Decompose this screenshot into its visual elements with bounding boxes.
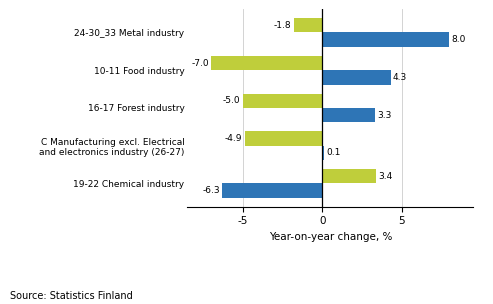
Text: -7.0: -7.0 bbox=[191, 58, 209, 67]
Bar bbox=[222, 183, 322, 198]
Bar bbox=[322, 33, 450, 47]
Text: 0.1: 0.1 bbox=[326, 148, 341, 157]
Text: -6.3: -6.3 bbox=[202, 186, 220, 195]
Bar bbox=[322, 146, 324, 160]
Bar bbox=[322, 169, 376, 183]
Text: 4.3: 4.3 bbox=[393, 73, 407, 82]
Text: -5.0: -5.0 bbox=[223, 96, 241, 105]
Bar bbox=[294, 18, 322, 33]
Bar bbox=[243, 94, 322, 108]
Bar bbox=[245, 131, 322, 146]
Bar bbox=[322, 70, 390, 85]
Text: Source: Statistics Finland: Source: Statistics Finland bbox=[10, 291, 133, 301]
Text: -1.8: -1.8 bbox=[274, 21, 291, 30]
Text: 8.0: 8.0 bbox=[452, 35, 466, 44]
Text: 3.3: 3.3 bbox=[377, 111, 391, 119]
X-axis label: Year-on-year change, %: Year-on-year change, % bbox=[269, 232, 392, 242]
Legend: 03/2021-05/2021, 03/2020-05/2020: 03/2021-05/2021, 03/2020-05/2020 bbox=[289, 300, 400, 304]
Text: 3.4: 3.4 bbox=[379, 172, 393, 181]
Bar bbox=[322, 108, 375, 122]
Bar bbox=[211, 56, 322, 70]
Text: -4.9: -4.9 bbox=[225, 134, 242, 143]
